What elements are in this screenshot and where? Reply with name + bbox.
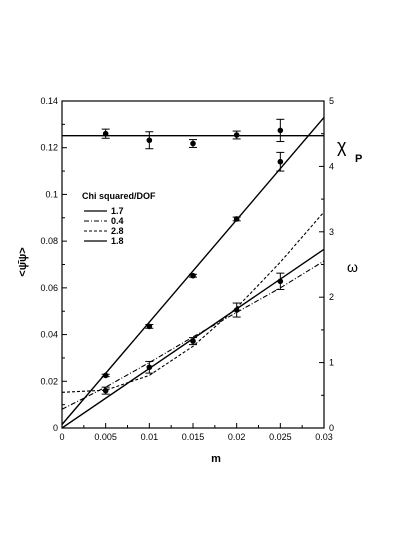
left-y-tick-label-2: 0.04 [40,330,58,340]
data-point-1-2 [190,338,196,344]
legend: Chi squared/DOF 1.7 0.4 2.8 1.8 [82,191,156,246]
data-point-0-2 [190,272,196,279]
series-line-2 [62,260,324,410]
legend-label-3: 2.8 [111,226,124,236]
data-point-1-4 [277,278,284,285]
left-y-tick-label-5: 0.1 [45,189,58,199]
right-y-tick-label-0: 0 [329,423,334,433]
right-y-tick-label-4: 4 [329,161,334,171]
left-y-tick-label-7: 0.14 [40,96,58,106]
right-y-axis-label-chi-subscript: P [355,153,362,165]
left-y-tick-label-4: 0.08 [40,236,58,246]
legend-label-4: 1.8 [111,236,124,246]
left-y-tick-label-0: 0 [53,423,58,433]
legend-title: Chi squared/DOF [82,191,156,201]
data-point-0-0 [102,372,109,379]
data-point-1-1 [146,364,153,371]
right-y-tick-label-5: 5 [329,96,334,106]
data-point-0-4 [277,158,284,165]
legend-label-1: 1.7 [111,206,124,216]
data-layer [62,116,324,428]
x-tick-label-2: 0.01 [141,432,159,442]
ticks-layer: 0 0.005 0.01 0.015 0.02 0.025 0.0300.020.040.0… [40,96,334,442]
left-y-tick-label-3: 0.06 [40,283,58,293]
x-tick-label-4: 0.02 [228,432,246,442]
x-tick-label-5: 0.025 [269,432,292,442]
legend-label-2: 0.4 [111,216,124,226]
left-y-tick-label-6: 0.12 [40,143,58,153]
x-tick-label-0: 0 [59,432,64,442]
series-line-0 [62,116,324,425]
x-axis-label: m [211,453,221,465]
data-point-2-2 [190,140,196,147]
left-y-axis-label: <ψ̄ψ> [17,247,29,276]
data-point-2-3 [233,132,240,138]
data-point-1-0 [102,387,109,394]
x-tick-label-3: 0.015 [182,432,205,442]
data-point-0-3 [233,216,240,222]
right-y-axis-label-omega: ω [347,259,358,275]
data-point-2-1 [146,137,153,144]
x-tick-label-1: 0.005 [94,432,117,442]
data-point-1-3 [233,307,240,313]
series-line-3 [62,211,324,393]
right-y-tick-label-2: 2 [329,292,334,302]
data-point-2-4 [277,127,284,134]
x-tick-label-6: 0.03 [315,432,333,442]
left-y-tick-label-1: 0.02 [40,376,58,386]
right-y-tick-label-3: 3 [329,227,334,237]
right-y-tick-label-1: 1 [329,358,334,368]
right-y-axis-label-chi: χ [337,136,347,156]
data-point-0-1 [146,323,153,330]
data-point-2-0 [102,130,109,137]
